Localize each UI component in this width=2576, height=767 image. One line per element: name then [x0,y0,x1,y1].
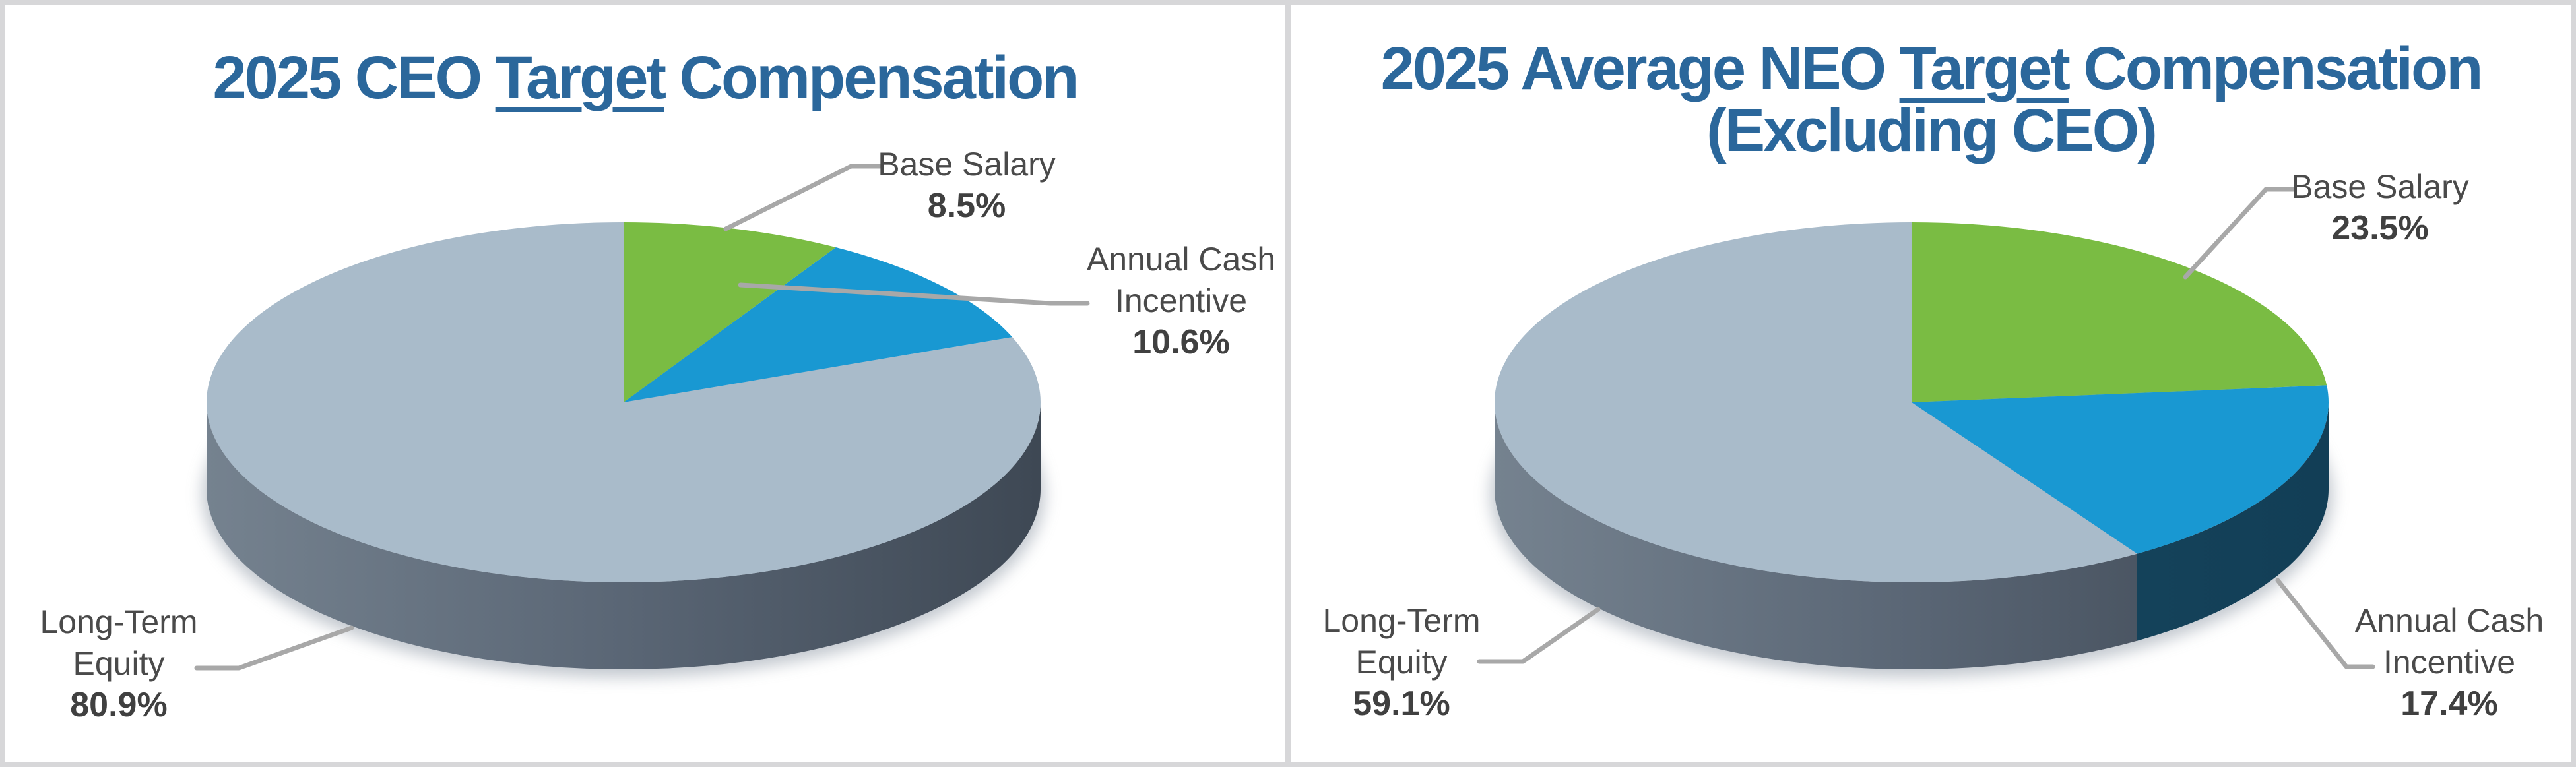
callout-line-annual-cash-incentive [738,282,1090,306]
pie-2025-ceo-target-compensation [194,164,1090,677]
callout-line-base-salary [723,164,883,231]
pie-side-long-term-equity [1495,402,2137,670]
title-pre: 2025 CEO [212,44,496,111]
callout-line-annual-cash-incentive [2275,578,2375,669]
callout-line-long-term-equity [194,625,354,671]
pie-2025-average-neo-target-compensation-excluding-ceo [1477,187,2375,677]
pie-slice-annual-cash-incentive [624,247,1013,402]
neo-chart-title: 2025 Average NEO Target Compensation [1291,37,2571,100]
neo-chart-subtitle: (Excluding CEO) [1706,97,2158,164]
title-post: Compensation [664,44,1079,111]
title-post: Compensation [2068,35,2483,102]
title-pre: 2025 Average NEO [1380,35,1900,102]
title-underlined-word: Target [1899,35,2071,102]
callout-line-long-term-equity [1477,607,1601,664]
callout-line-base-salary [2183,187,2296,280]
pie-slice-long-term-equity [1495,222,2137,582]
pie-slice-base-salary [624,222,836,402]
pie-slice-annual-cash-incentive [1912,385,2329,554]
pie-side-long-term-equity [207,402,1041,669]
title-underlined-word: Target [495,44,666,111]
pie-slice-base-salary [1912,222,2327,402]
ceo-chart-title: 2025 CEO Target Compensation [5,46,1285,109]
pie-side-annual-cash-incentive [2137,402,2329,641]
